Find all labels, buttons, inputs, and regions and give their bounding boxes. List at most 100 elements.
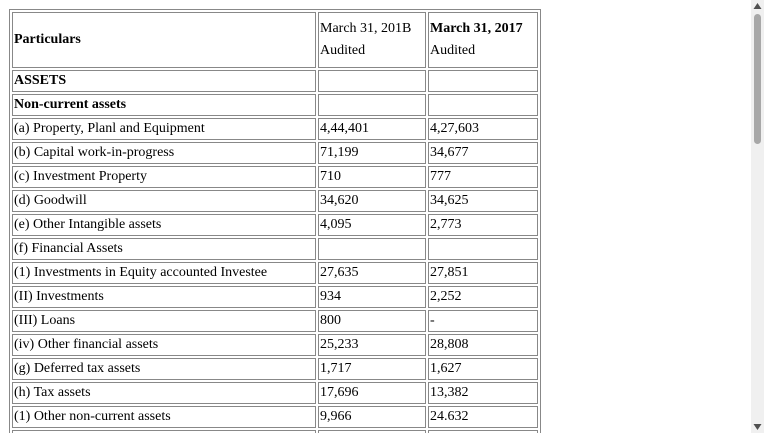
header-status: Audited [430, 43, 476, 58]
value-cell: 13,382 [428, 382, 538, 404]
cell-value: 1,717 [320, 361, 352, 376]
header-date: March 31, 2017 [430, 21, 523, 36]
cell-value: 27,851 [430, 265, 469, 280]
cell-value: 710 [320, 169, 341, 184]
value-cell [318, 70, 426, 92]
label-cell: (III) Loans [12, 310, 316, 332]
label-cell: ASSETS [12, 70, 316, 92]
table-container: Particulars March 31, 201B Audited March … [9, 9, 749, 433]
scrollbar-arrows [753, 3, 762, 430]
cell-value: 2,252 [430, 289, 462, 304]
header-cell: March 31, 201B Audited [318, 12, 426, 68]
value-cell [318, 94, 426, 116]
table-row: (1) Other non-current assets 9,966 24.632 [12, 406, 538, 428]
table-row: (d) Goodwill 34,620 34,625 [12, 190, 538, 212]
header-cell: Particulars [12, 12, 316, 68]
cell-value: 4,44,401 [320, 121, 369, 136]
value-cell: 800 [318, 310, 426, 332]
label-cell: (II) Investments [12, 286, 316, 308]
row-label: (1) Other non-current assets [14, 409, 171, 424]
value-cell: 1,627 [428, 358, 538, 380]
cell-value: 17,696 [320, 385, 359, 400]
row-label: (1) Investments in Equity accounted Inve… [14, 265, 268, 280]
label-cell: (f) Financial Assets [12, 238, 316, 260]
table-body: Particulars March 31, 201B Audited March … [12, 12, 538, 433]
label-cell: (d) Goodwill [12, 190, 316, 212]
value-cell: 25,233 [318, 334, 426, 356]
value-cell: 71,199 [318, 142, 426, 164]
value-cell: 34,625 [428, 190, 538, 212]
cell-value: 34,620 [320, 193, 359, 208]
table-row: (c) Investment Property 710 777 [12, 166, 538, 188]
header-row: Particulars March 31, 201B Audited March … [12, 12, 538, 68]
value-cell: 710 [318, 166, 426, 188]
cell-value: 777 [430, 169, 451, 184]
table-row: (f) Financial Assets [12, 238, 538, 260]
label-cell: (c) Investment Property [12, 166, 316, 188]
value-cell: 4,44,401 [318, 118, 426, 140]
cell-value: 24.632 [430, 409, 469, 424]
table-row: ASSETS [12, 70, 538, 92]
value-cell: 2,252 [428, 286, 538, 308]
value-cell: 9,966 [318, 406, 426, 428]
header-status: Audited [320, 43, 366, 58]
table-row: (g) Deferred tax assets 1,717 1,627 [12, 358, 538, 380]
value-cell: 24.632 [428, 406, 538, 428]
value-cell: 934 [318, 286, 426, 308]
label-cell: (g) Deferred tax assets [12, 358, 316, 380]
label-cell: (h) Tax assets [12, 382, 316, 404]
financial-table: Particulars March 31, 201B Audited March … [9, 9, 541, 433]
table-row: (1) Investments in Equity accounted Inve… [12, 262, 538, 284]
value-cell: 2,773 [428, 214, 538, 236]
row-label: (g) Deferred tax assets [14, 361, 141, 376]
value-cell: 4,095 [318, 214, 426, 236]
header-cell: March 31, 2017 Audited [428, 12, 538, 68]
row-label: ASSETS [14, 73, 67, 88]
cell-value: 4,27,603 [430, 121, 479, 136]
label-cell: Non-current assets [12, 94, 316, 116]
row-label: (b) Capital work-in-progress [14, 145, 175, 160]
header-date: March 31, 201B [320, 21, 412, 36]
label-cell: (b) Capital work-in-progress [12, 142, 316, 164]
value-cell: 27,635 [318, 262, 426, 284]
cell-value: - [430, 313, 435, 328]
label-cell: (1) Other non-current assets [12, 406, 316, 428]
label-cell: (e) Other Intangible assets [12, 214, 316, 236]
cell-value: 71,199 [320, 145, 359, 160]
row-label: (d) Goodwill [14, 193, 87, 208]
row-label: (h) Tax assets [14, 385, 91, 400]
value-cell: 28,808 [428, 334, 538, 356]
cell-value: 28,808 [430, 337, 469, 352]
row-label: (c) Investment Property [14, 169, 147, 184]
row-label: (f) Financial Assets [14, 241, 123, 256]
table-row: (e) Other Intangible assets 4,095 2,773 [12, 214, 538, 236]
row-label: (III) Loans [14, 313, 76, 328]
value-cell: 17,696 [318, 382, 426, 404]
cell-value: 34,625 [430, 193, 469, 208]
value-cell [428, 94, 538, 116]
row-label: (a) Property, Planl and Equipment [14, 121, 205, 136]
header-text: Particulars [14, 32, 81, 47]
scrollbar[interactable] [751, 0, 764, 433]
value-cell [318, 430, 426, 433]
value-cell [428, 430, 538, 433]
value-cell: 27,851 [428, 262, 538, 284]
value-cell: 777 [428, 166, 538, 188]
cell-value: 9,966 [320, 409, 352, 424]
cell-value: 800 [320, 313, 341, 328]
value-cell: 34,677 [428, 142, 538, 164]
value-cell: 34,620 [318, 190, 426, 212]
value-cell [428, 70, 538, 92]
scrollbar-thumb[interactable] [754, 14, 761, 144]
table-row: (III) Loans 800 - [12, 310, 538, 332]
cell-value: 934 [320, 289, 341, 304]
label-cell: (iv) Other financial assets [12, 334, 316, 356]
table-row: (a) Property, Planl and Equipment 4,44,40… [12, 118, 538, 140]
table-row: (h) Tax assets 17,696 13,382 [12, 382, 538, 404]
row-label: Non-current assets [14, 97, 127, 112]
value-cell: 4,27,603 [428, 118, 538, 140]
cell-value: 13,382 [430, 385, 469, 400]
cell-value: 1,627 [430, 361, 462, 376]
cell-value: 27,635 [320, 265, 359, 280]
